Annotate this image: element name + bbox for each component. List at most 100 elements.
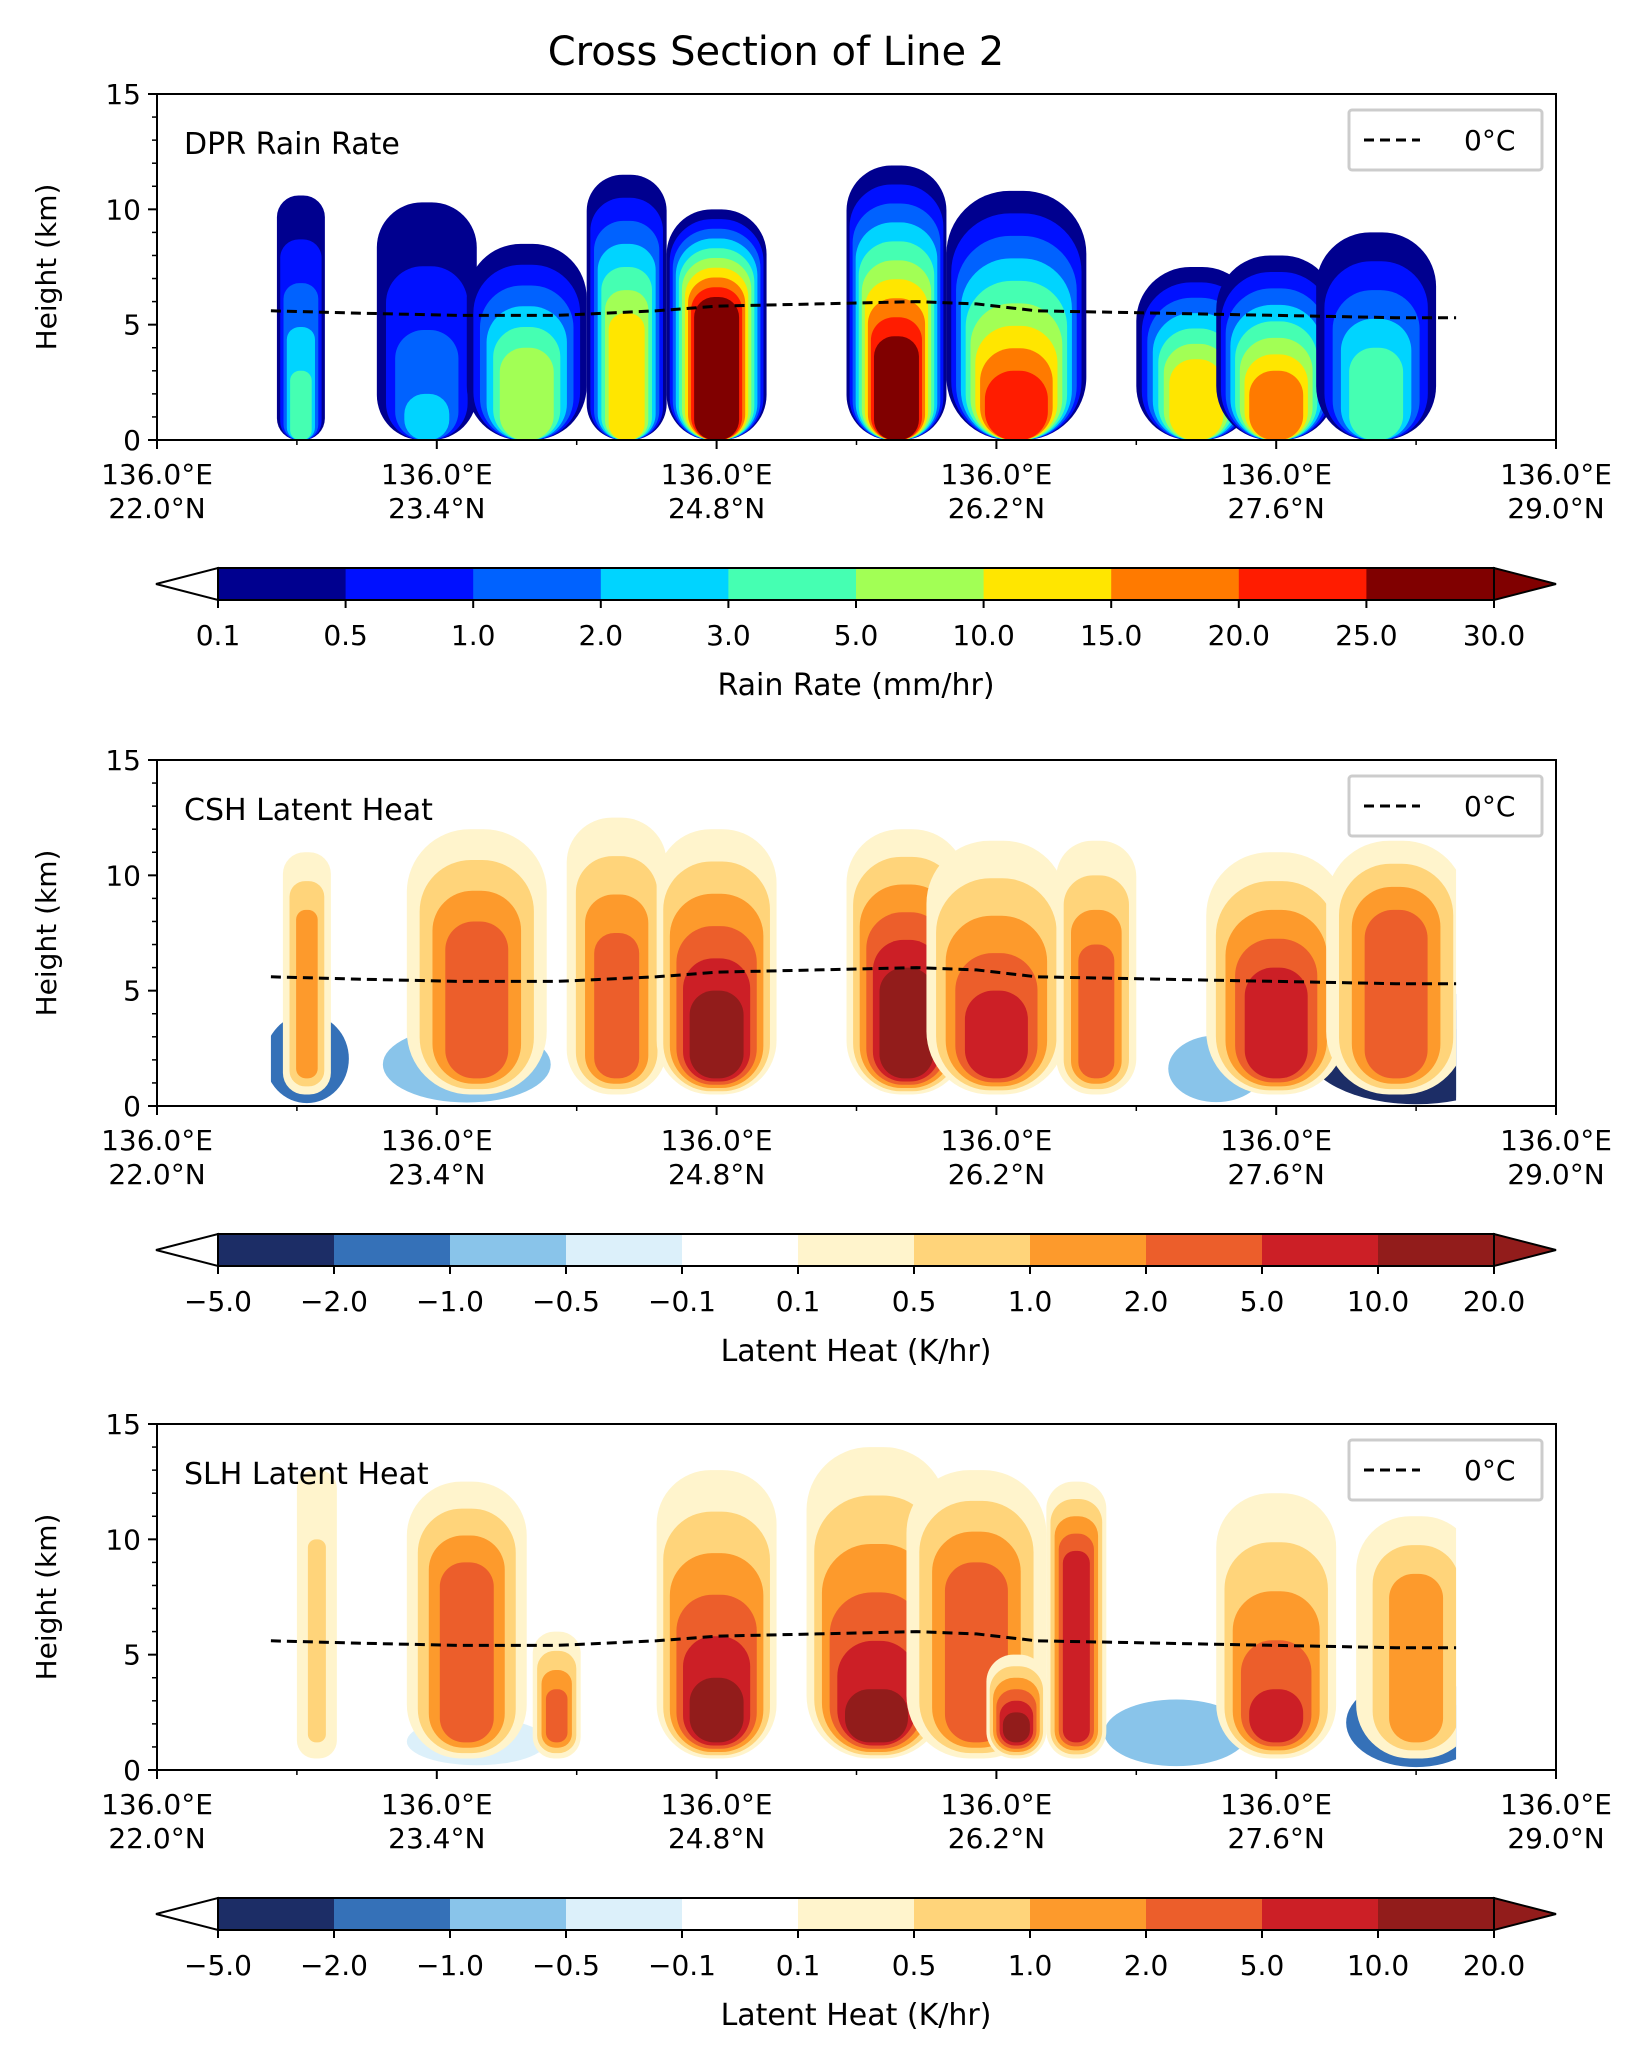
contour-cell xyxy=(545,1689,568,1743)
contour-cell xyxy=(608,313,645,440)
colorbar-tick-label: −1.0 xyxy=(416,1285,484,1318)
x-tick-label: 26.2°N xyxy=(948,492,1045,525)
colorbar-segment xyxy=(1378,1234,1495,1266)
colorbar-segment xyxy=(218,1234,335,1266)
panel-label: SLH Latent Heat xyxy=(184,1457,429,1492)
colorbar-tick-label: 0.1 xyxy=(196,619,241,652)
colorbar-tick-label: 0.5 xyxy=(892,1285,937,1318)
colorbar-tick-label: 0.5 xyxy=(323,619,368,652)
x-tick-label: 27.6°N xyxy=(1228,1158,1325,1191)
colorbar-frame xyxy=(217,1897,1495,1931)
contour-cell xyxy=(984,370,1048,440)
x-tick-label: 136.0°E xyxy=(101,1124,213,1157)
y-axis-label: Height (km) xyxy=(30,850,63,1017)
y-tick-label: 0 xyxy=(123,1090,141,1123)
colorbar-tick-label: 1.0 xyxy=(1008,1285,1053,1318)
contour-cell xyxy=(1002,1712,1030,1743)
data-field xyxy=(270,817,1457,1105)
colorbar-tick-label: 10.0 xyxy=(952,619,1014,652)
contour-cell xyxy=(1349,347,1404,440)
freezing-level-line xyxy=(270,1630,1457,1650)
colorbar-segment xyxy=(1111,568,1240,600)
legend-box xyxy=(1347,1438,1544,1502)
x-tick-label: 136.0°E xyxy=(661,1788,773,1821)
x-tick-label: 22.0°N xyxy=(108,1822,205,1855)
colorbar-segment xyxy=(1030,1234,1147,1266)
contour-cell xyxy=(445,921,509,1079)
contour-cell xyxy=(1244,967,1308,1079)
colorbar-segment xyxy=(600,568,729,600)
colorbar-tick-label: 10.0 xyxy=(1347,1949,1409,1982)
colorbar-tick-label: −1.0 xyxy=(416,1949,484,1982)
contour-cell xyxy=(290,370,312,440)
contour-cell xyxy=(1389,1573,1444,1743)
contour-cell xyxy=(964,990,1028,1079)
x-tick-label: 136.0°E xyxy=(381,1124,493,1157)
colorbar-tick-label: 5.0 xyxy=(834,619,879,652)
colorbar-segment xyxy=(1366,568,1495,600)
x-tick-label: 136.0°E xyxy=(1220,1788,1332,1821)
colorbar-segment xyxy=(1378,1898,1495,1930)
colorbar-tick-label: −5.0 xyxy=(184,1285,252,1318)
colorbar-tick-label: 2.0 xyxy=(1124,1285,1169,1318)
colorbar-segment xyxy=(1146,1234,1263,1266)
figure-title: Cross Section of Line 2 xyxy=(548,29,1004,75)
legend-label: 0°C xyxy=(1464,1454,1515,1487)
contour-cell xyxy=(879,967,934,1079)
legend: 0°C xyxy=(1347,1438,1544,1502)
contour-cell xyxy=(499,347,554,440)
colorbar-tick-label: −0.5 xyxy=(532,1949,600,1982)
y-axis-label: Height (km) xyxy=(30,1514,63,1681)
colorbar-segment xyxy=(798,1234,915,1266)
x-tick-label: 136.0°E xyxy=(1220,1124,1332,1157)
x-tick-label: 136.0°E xyxy=(101,458,213,491)
y-tick-label: 15 xyxy=(105,744,141,777)
colorbar-tick-label: −2.0 xyxy=(300,1285,368,1318)
contour-cell xyxy=(296,909,318,1079)
contour-cell xyxy=(873,336,919,440)
x-tick-label: 136.0°E xyxy=(1500,1788,1612,1821)
colorbar-tick-label: 20.0 xyxy=(1463,1949,1525,1982)
x-tick-label: 136.0°E xyxy=(101,1788,213,1821)
x-tick-label: 136.0°E xyxy=(940,1788,1052,1821)
x-tick-label: 23.4°N xyxy=(388,1158,485,1191)
colorbar-segment xyxy=(798,1898,915,1930)
colorbar-segment xyxy=(334,1234,451,1266)
contour-cell xyxy=(1249,1689,1304,1743)
colorbar-frame xyxy=(217,1233,1495,1267)
data-field xyxy=(296,1447,1457,1768)
colorbar: −5.0 −2.0 −1.0 −0.5 −0.1 0.1 0.5 1.0 2.0 5.0 10.0 2… xyxy=(155,1896,1557,2033)
colorbar-segment xyxy=(682,1234,799,1266)
contour-cell xyxy=(689,990,744,1079)
colorbar: 0.1 0.5 1.0 2.0 3.0 5.0 10.0 15.0 20.0 25.0 30.0 Ra… xyxy=(155,566,1557,703)
x-tick-label: 24.8°N xyxy=(668,1822,765,1855)
x-tick-label: 26.2°N xyxy=(948,1822,1045,1855)
colorbar-tick-label: −0.1 xyxy=(648,1949,716,1982)
x-tick-label: 136.0°E xyxy=(1500,1124,1612,1157)
y-tick-label: 5 xyxy=(123,975,141,1008)
colorbar-tick-label: 5.0 xyxy=(1240,1285,1285,1318)
legend-label: 0°C xyxy=(1464,790,1515,823)
x-tick-label: 26.2°N xyxy=(948,1158,1045,1191)
x-tick-label: 136.0°E xyxy=(661,1124,773,1157)
x-tick-label: 136.0°E xyxy=(661,458,773,491)
colorbar-tick-label: 20.0 xyxy=(1208,619,1270,652)
contour-cell xyxy=(439,1562,494,1743)
colorbar-segment xyxy=(914,1234,1031,1266)
contour-cell xyxy=(1078,944,1115,1079)
x-tick-label: 27.6°N xyxy=(1228,1822,1325,1855)
colorbar-extend-high xyxy=(1493,1896,1557,1932)
freezing-level-line xyxy=(270,966,1457,986)
colorbar-segment xyxy=(566,1898,683,1930)
contour-cell xyxy=(594,933,640,1079)
x-tick-label: 136.0°E xyxy=(940,458,1052,491)
data-field xyxy=(276,165,1437,440)
colorbar-tick-label: 0.1 xyxy=(776,1285,821,1318)
colorbar-tick-label: 15.0 xyxy=(1080,619,1142,652)
x-tick-label: 22.0°N xyxy=(108,1158,205,1191)
colorbar-tick-label: −0.5 xyxy=(532,1285,600,1318)
colorbar-extend-high xyxy=(1493,566,1557,602)
contour-cell xyxy=(1169,359,1224,440)
